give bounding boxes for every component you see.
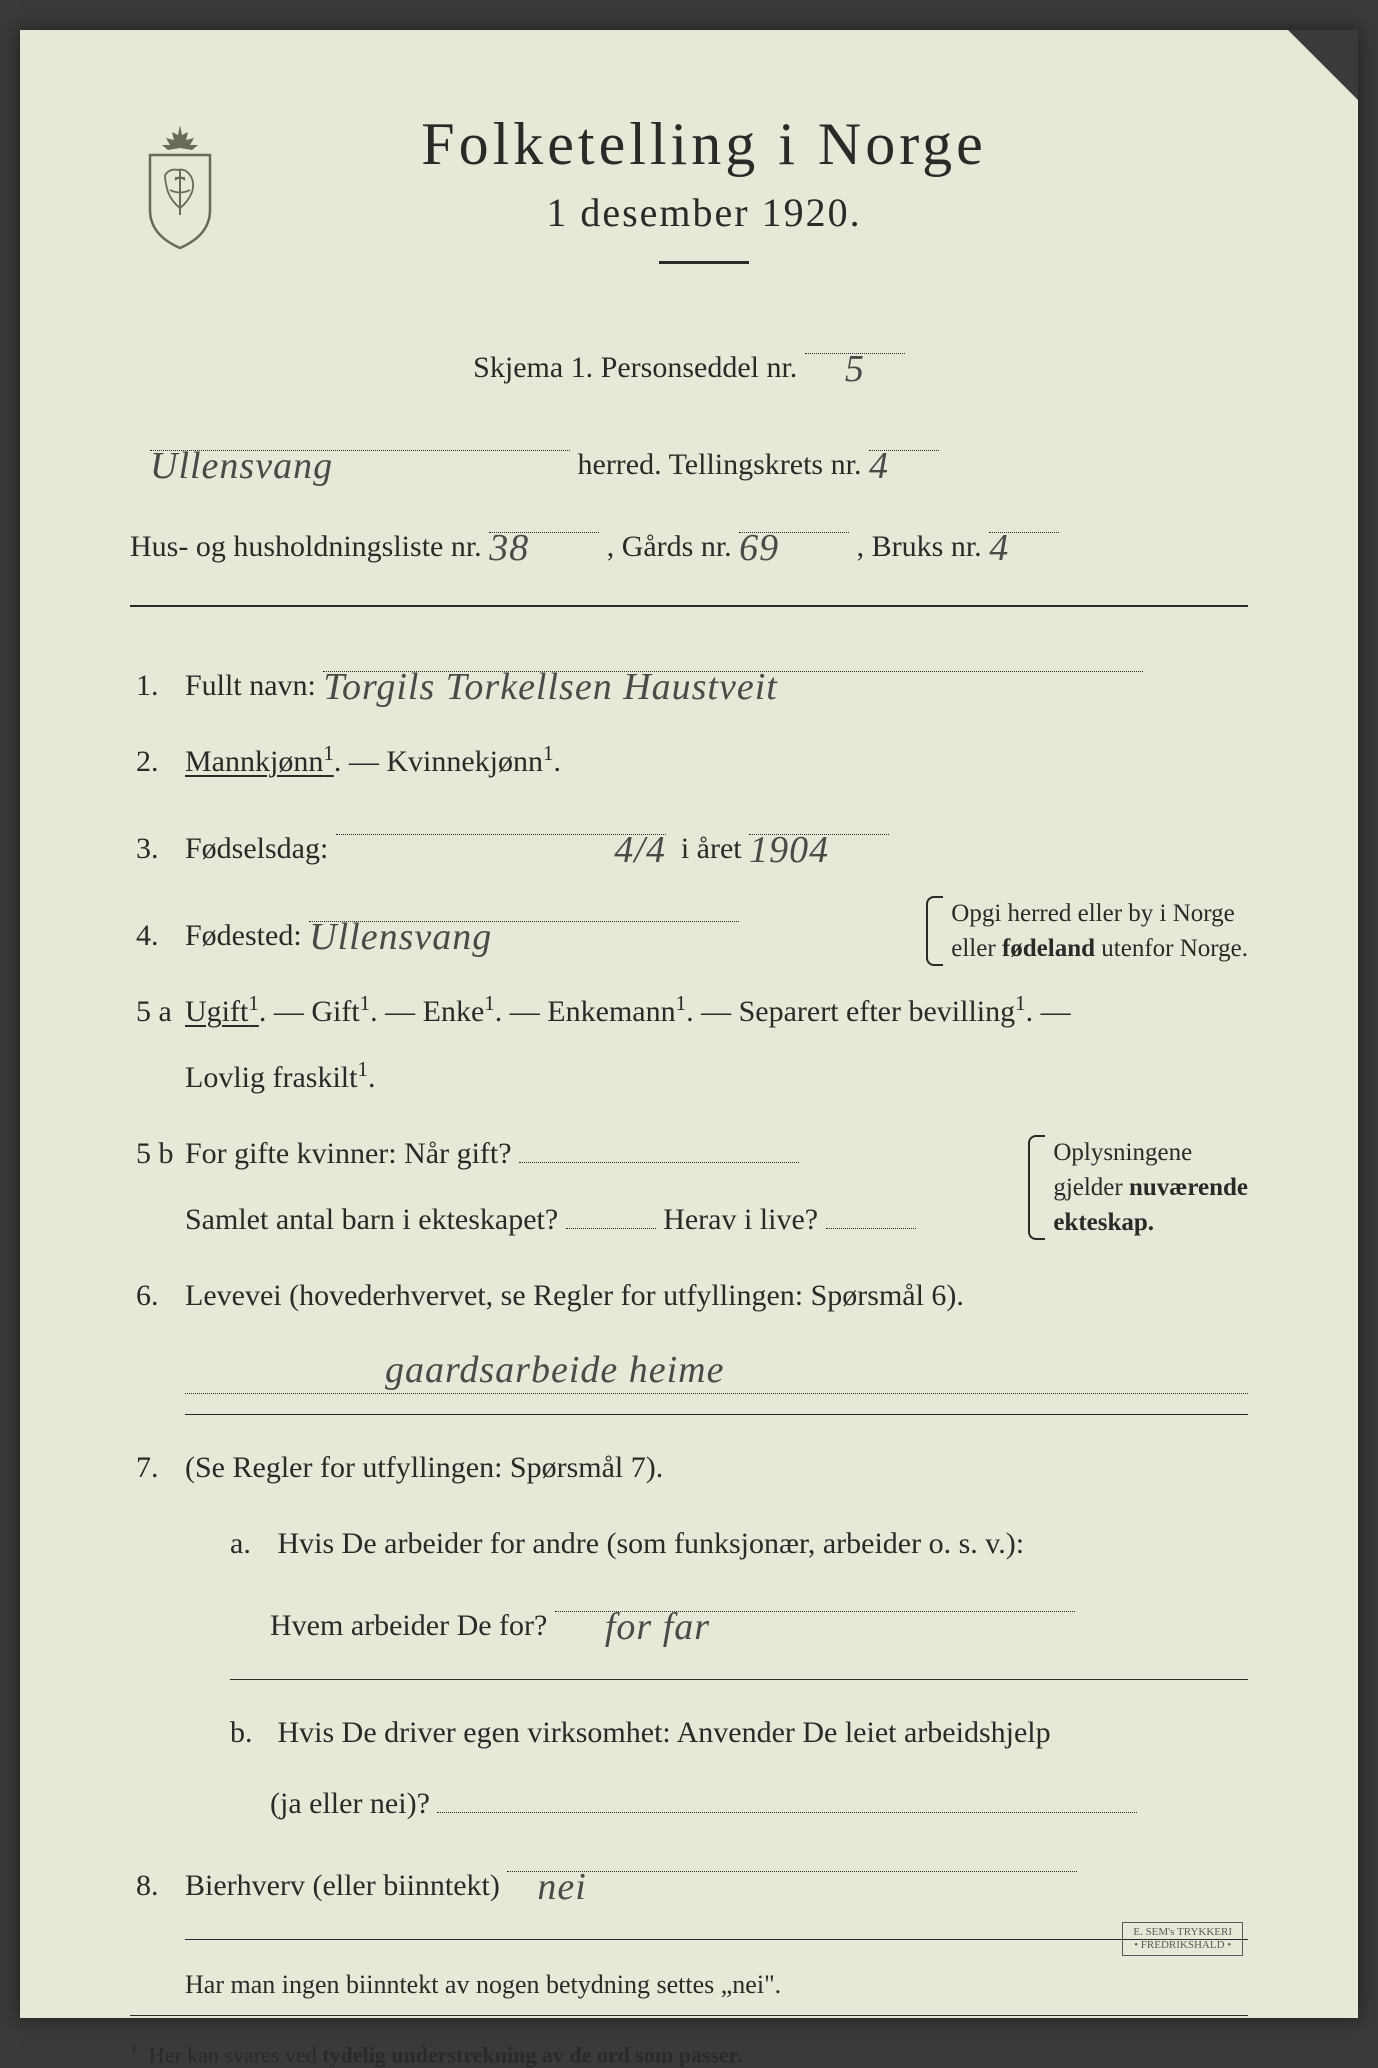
q5b: 5 b For gifte kvinner: Når gift? Samlet … bbox=[130, 1121, 1248, 1253]
q5a-opt1: Ugift1 bbox=[185, 995, 259, 1028]
q4-label: Fødested: bbox=[185, 919, 302, 952]
q2: 2. Mannkjønn1. — Kvinnekjønn1. bbox=[130, 729, 1248, 795]
q7a-q: Hvem arbeider De for? for far bbox=[130, 1582, 1248, 1659]
q3-num: 3. bbox=[130, 816, 185, 882]
footnote-divider bbox=[130, 2015, 1248, 2016]
q4-note: Opgi herred eller by i Norge eller fødel… bbox=[926, 896, 1248, 966]
q6: 6. Levevei (hovederhvervet, se Regler fo… bbox=[130, 1263, 1248, 1329]
coat-of-arms-icon bbox=[130, 120, 230, 250]
q8-label: Bierhverv (eller biinntekt) bbox=[185, 1869, 500, 1902]
q3-year: 1904 bbox=[749, 829, 829, 871]
q5b-note: Oplysningene gjelder nuværende ekteskap. bbox=[1028, 1135, 1248, 1240]
q5b-line2b: Herav i live? bbox=[663, 1203, 818, 1236]
subtitle: 1 desember 1920. bbox=[260, 189, 1148, 236]
gards-nr: 69 bbox=[739, 527, 779, 569]
personseddel-nr: 5 bbox=[845, 348, 865, 390]
q7b-letter: b. bbox=[230, 1700, 270, 1766]
q1-value: Torgils Torkellsen Haustveit bbox=[323, 666, 778, 708]
document-header: Folketelling i Norge 1 desember 1920. bbox=[130, 110, 1248, 304]
printer-stamp: E. SEM's TRYKKERI• FREDRIKSHALD • bbox=[1122, 1922, 1243, 1956]
title-block: Folketelling i Norge 1 desember 1920. bbox=[260, 110, 1248, 304]
q7-label: (Se Regler for utfyllingen: Spørsmål 7). bbox=[185, 1435, 1248, 1501]
q2-opt1: Mannkjønn1 bbox=[185, 745, 334, 778]
q3-label: Fødselsdag: bbox=[185, 832, 328, 865]
q7b-label: (ja eller nei)? bbox=[270, 1787, 430, 1820]
q7: 7. (Se Regler for utfyllingen: Spørsmål … bbox=[130, 1435, 1248, 1501]
q5a-num: 5 a bbox=[130, 979, 185, 1045]
footnote-1: 1 Her kan svares ved tydelig understrekn… bbox=[130, 2041, 1248, 2068]
form-meta-line1: Skjema 1. Personseddel nr. 5 bbox=[130, 324, 1248, 401]
q4-value: Ullensvang bbox=[309, 916, 492, 958]
herred-value: Ullensvang bbox=[150, 445, 333, 487]
husliste-label: Hus- og husholdningsliste nr. bbox=[130, 530, 482, 563]
skjema-label: Skjema 1. Personseddel nr. bbox=[473, 351, 797, 384]
bruks-nr: 4 bbox=[989, 527, 1009, 569]
q2-opt2: Kvinnekjønn1 bbox=[386, 745, 553, 778]
q1: 1. Fullt navn: Torgils Torkellsen Haustv… bbox=[130, 642, 1248, 719]
q6-answer-line: gaardsarbeide heime bbox=[185, 1344, 1248, 1394]
q5a-opt6: Lovlig fraskilt1 bbox=[185, 1061, 368, 1094]
q3: 3. Fødselsdag: 4/4 i året 1904 bbox=[130, 805, 1248, 882]
q5a-opt5: Separert efter bevilling1 bbox=[739, 995, 1026, 1028]
q8-value: nei bbox=[507, 1866, 586, 1908]
q6-label: Levevei (hovederhvervet, se Regler for u… bbox=[185, 1263, 1248, 1329]
q5b-line1: For gifte kvinner: Når gift? bbox=[185, 1137, 512, 1170]
q8: 8. Bierhverv (eller biinntekt) nei bbox=[130, 1842, 1248, 1919]
census-form-document: Folketelling i Norge 1 desember 1920. Sk… bbox=[20, 30, 1358, 2018]
q7a-value: for far bbox=[555, 1606, 710, 1648]
form-meta-line2: Ullensvang herred. Tellingskrets nr. 4 bbox=[130, 421, 1248, 498]
q1-num: 1. bbox=[130, 653, 185, 719]
q5b-line2a: Samlet antal barn i ekteskapet? bbox=[185, 1203, 558, 1236]
tellingskrets-nr: 4 bbox=[869, 445, 889, 487]
q7b: b. Hvis De driver egen virksomhet: Anven… bbox=[130, 1700, 1248, 1766]
q4-num: 4. bbox=[130, 903, 185, 969]
q6-value: gaardsarbeide heime bbox=[385, 1348, 724, 1398]
q7a-letter: a. bbox=[230, 1511, 270, 1577]
main-title: Folketelling i Norge bbox=[260, 110, 1148, 179]
herred-label: herred. Tellingskrets nr. bbox=[578, 448, 862, 481]
q7-num: 7. bbox=[130, 1435, 185, 1501]
q7a-text: Hvis De arbeider for andre (som funksjon… bbox=[278, 1527, 1025, 1560]
q5b-num: 5 b bbox=[130, 1121, 185, 1187]
q8-num: 8. bbox=[130, 1853, 185, 1919]
form-meta-line3: Hus- og husholdningsliste nr. 38 , Gårds… bbox=[130, 503, 1248, 580]
q8-divider bbox=[185, 1939, 1248, 1940]
husliste-nr: 38 bbox=[489, 527, 529, 569]
q5a: 5 a Ugift1. — Gift1. — Enke1. — Enkemann… bbox=[130, 979, 1248, 1111]
q4: 4. Fødested: Ullensvang Opgi herred elle… bbox=[130, 892, 1248, 969]
bruks-label: , Bruks nr. bbox=[857, 530, 982, 563]
q7a-divider bbox=[230, 1679, 1248, 1680]
section-divider bbox=[130, 605, 1248, 607]
q5a-opt2: Gift1 bbox=[311, 995, 370, 1028]
q7b-q: (ja eller nei)? bbox=[130, 1771, 1248, 1837]
q2-num: 2. bbox=[130, 729, 185, 795]
q6-divider bbox=[185, 1414, 1248, 1415]
gards-label: , Gårds nr. bbox=[607, 530, 732, 563]
q3-year-label: i året bbox=[681, 832, 742, 865]
q3-day: 4/4 bbox=[614, 829, 666, 871]
title-divider bbox=[659, 261, 749, 264]
q5a-opt3: Enke1 bbox=[423, 995, 495, 1028]
q7a-label: Hvem arbeider De for? bbox=[270, 1609, 547, 1642]
q1-label: Fullt navn: bbox=[185, 669, 316, 702]
footnote-main: Har man ingen biinntekt av nogen betydni… bbox=[130, 1970, 1248, 2000]
q7a: a. Hvis De arbeider for andre (som funks… bbox=[130, 1511, 1248, 1577]
q7b-text: Hvis De driver egen virksomhet: Anvender… bbox=[278, 1716, 1051, 1749]
q5a-opt4: Enkemann1 bbox=[547, 995, 686, 1028]
q6-num: 6. bbox=[130, 1263, 185, 1329]
